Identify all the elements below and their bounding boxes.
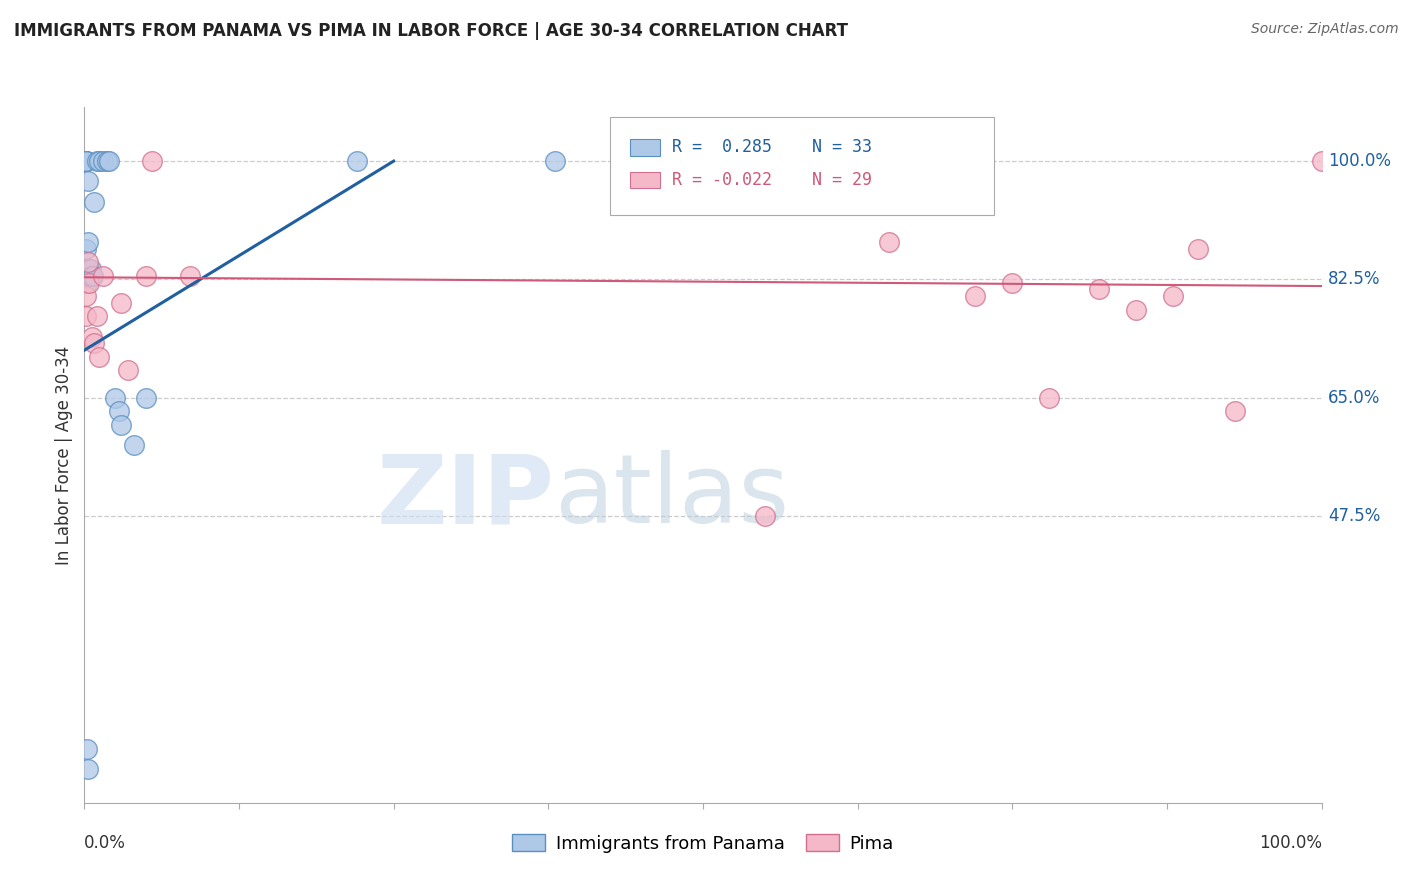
Point: [91, 154, 114, 169]
Point: [77, 235, 100, 249]
Text: atlas: atlas: [554, 450, 790, 543]
Point: [75, 289, 97, 303]
Legend: Immigrants from Panama, Pima: Immigrants from Panama, Pima: [505, 827, 901, 860]
Text: 0.0%: 0.0%: [84, 834, 127, 852]
Text: 100.0%: 100.0%: [1327, 152, 1391, 170]
Point: [79, 262, 101, 277]
Point: [110, 296, 132, 310]
Point: [86, 154, 108, 169]
Text: 82.5%: 82.5%: [1327, 270, 1381, 288]
Text: Source: ZipAtlas.com: Source: ZipAtlas.com: [1251, 22, 1399, 37]
Point: [179, 268, 201, 283]
Point: [75, 268, 97, 283]
Point: [1125, 302, 1147, 317]
Point: [76, 268, 98, 283]
Text: ZIP: ZIP: [377, 450, 554, 543]
Point: [117, 363, 139, 377]
Point: [79, 262, 101, 277]
Text: R =  0.285    N = 33: R = 0.285 N = 33: [672, 138, 872, 156]
Point: [75, 242, 97, 256]
Point: [75, 154, 97, 169]
Point: [96, 154, 118, 169]
Point: [86, 310, 108, 324]
Point: [80, 268, 103, 283]
FancyBboxPatch shape: [630, 139, 659, 156]
Point: [75, 154, 97, 169]
Text: IMMIGRANTS FROM PANAMA VS PIMA IN LABOR FORCE | AGE 30-34 CORRELATION CHART: IMMIGRANTS FROM PANAMA VS PIMA IN LABOR …: [14, 22, 848, 40]
Point: [83, 194, 105, 209]
Y-axis label: In Labor Force | Age 30-34: In Labor Force | Age 30-34: [55, 345, 73, 565]
Point: [965, 289, 987, 303]
FancyBboxPatch shape: [630, 172, 659, 188]
Point: [75, 154, 97, 169]
FancyBboxPatch shape: [610, 118, 994, 215]
Point: [98, 154, 121, 169]
Point: [135, 268, 157, 283]
Point: [877, 235, 900, 249]
Point: [1161, 289, 1184, 303]
Point: [83, 336, 105, 351]
Point: [754, 508, 776, 523]
Point: [543, 154, 565, 169]
Point: [89, 154, 111, 169]
Text: R = -0.022    N = 29: R = -0.022 N = 29: [672, 171, 872, 189]
Point: [141, 154, 163, 169]
Point: [1001, 276, 1024, 290]
Point: [1038, 391, 1060, 405]
Point: [79, 268, 101, 283]
Point: [79, 276, 101, 290]
Point: [75, 154, 97, 169]
Text: 47.5%: 47.5%: [1327, 507, 1381, 524]
Point: [80, 329, 103, 343]
Point: [346, 154, 368, 169]
Point: [89, 350, 111, 364]
Point: [110, 417, 132, 432]
Point: [1187, 242, 1209, 256]
Point: [75, 310, 97, 324]
Point: [135, 391, 157, 405]
Point: [1310, 154, 1333, 169]
Point: [108, 404, 131, 418]
Point: [1223, 404, 1246, 418]
Point: [77, 262, 100, 277]
Point: [76, 262, 98, 277]
Text: 65.0%: 65.0%: [1327, 389, 1381, 407]
Point: [77, 762, 100, 776]
Point: [82, 268, 104, 283]
Point: [77, 255, 100, 269]
Point: [76, 741, 98, 756]
Text: 100.0%: 100.0%: [1258, 834, 1322, 852]
Point: [1088, 282, 1111, 296]
Point: [77, 174, 100, 188]
Point: [122, 438, 145, 452]
Point: [79, 268, 101, 283]
Point: [91, 268, 114, 283]
Point: [76, 276, 98, 290]
Point: [104, 391, 127, 405]
